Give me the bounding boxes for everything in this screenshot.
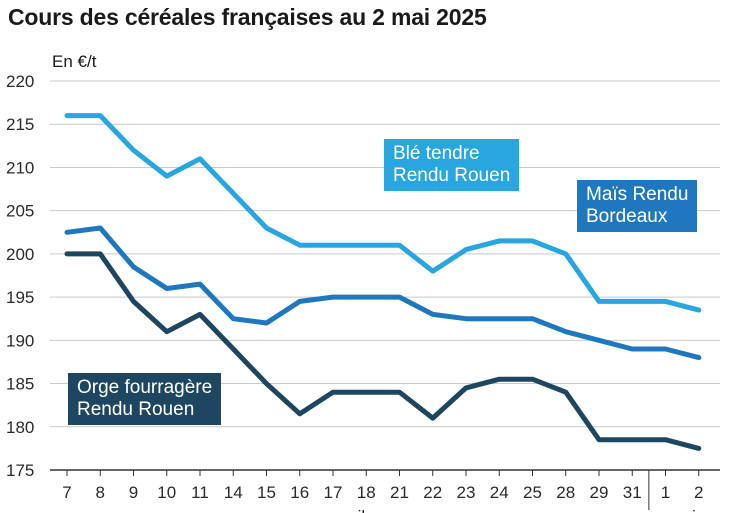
x-month-label-mai: mai — [668, 507, 695, 513]
y-axis-ticks: 175 180 185 190 195 200 205 210 215 220 — [6, 72, 34, 480]
series-label-ble: Blé tendre Rendu Rouen — [384, 139, 519, 191]
series-label-ble-line1: Blé tendre — [393, 143, 510, 165]
series-label-mais: Maïs Rendu Bordeaux — [577, 180, 697, 232]
series-label-orge-line1: Orge fourragère — [77, 377, 212, 399]
x-tick-label-21: 21 — [390, 483, 409, 502]
series-label-ble-line2: Rendu Rouen — [393, 165, 510, 187]
y-tick-label-205: 205 — [6, 202, 34, 221]
x-tick-label-1: 1 — [661, 483, 670, 502]
y-tick-label-175: 175 — [6, 461, 34, 480]
x-tick-label-8: 8 — [96, 483, 105, 502]
y-tick-label-190: 190 — [6, 331, 34, 350]
y-axis-unit: En €/t — [52, 52, 97, 71]
x-tick-label-24: 24 — [490, 483, 509, 502]
y-tick-label-180: 180 — [6, 418, 34, 437]
x-month-label-avril: avril — [334, 507, 365, 513]
x-tick-label-9: 9 — [129, 483, 138, 502]
x-tick-label-10: 10 — [157, 483, 176, 502]
y-tick-label-200: 200 — [6, 245, 34, 264]
x-tick-label-15: 15 — [257, 483, 276, 502]
x-tick-label-28: 28 — [556, 483, 575, 502]
x-tick-label-25: 25 — [523, 483, 542, 502]
x-tick-label-22: 22 — [423, 483, 442, 502]
x-tick-label-31: 31 — [623, 483, 642, 502]
y-tick-label-185: 185 — [6, 375, 34, 394]
y-tick-label-210: 210 — [6, 158, 34, 177]
x-axis-ticks: 7 8 9 10 11 14 15 16 17 18 21 22 23 24 25 28 29 31 1 2 avril… — [62, 470, 703, 513]
series-label-orge: Orge fourragère Rendu Rouen — [68, 373, 221, 425]
x-tick-label-11: 11 — [191, 483, 209, 502]
x-tick-label-23: 23 — [457, 483, 476, 502]
series-label-mais-line1: Maïs Rendu — [586, 184, 688, 206]
series-label-orge-line2: Rendu Rouen — [77, 399, 212, 421]
line-chart: 175180185190195200205210215220 7 8 9 10 11 14… — [0, 0, 747, 513]
series-label-mais-line2: Bordeaux — [586, 206, 688, 228]
x-tick-label-18: 18 — [357, 483, 376, 502]
y-tick-label-215: 215 — [6, 115, 34, 134]
x-tick-label-7: 7 — [62, 483, 71, 502]
y-tick-label-220: 220 — [6, 72, 34, 91]
x-tick-label-29: 29 — [590, 483, 609, 502]
y-tick-label-195: 195 — [6, 288, 34, 307]
x-tick-label-17: 17 — [324, 483, 343, 502]
x-tick-label-16: 16 — [290, 483, 309, 502]
x-tick-label-2: 2 — [694, 483, 703, 502]
x-tick-label-14: 14 — [224, 483, 243, 502]
